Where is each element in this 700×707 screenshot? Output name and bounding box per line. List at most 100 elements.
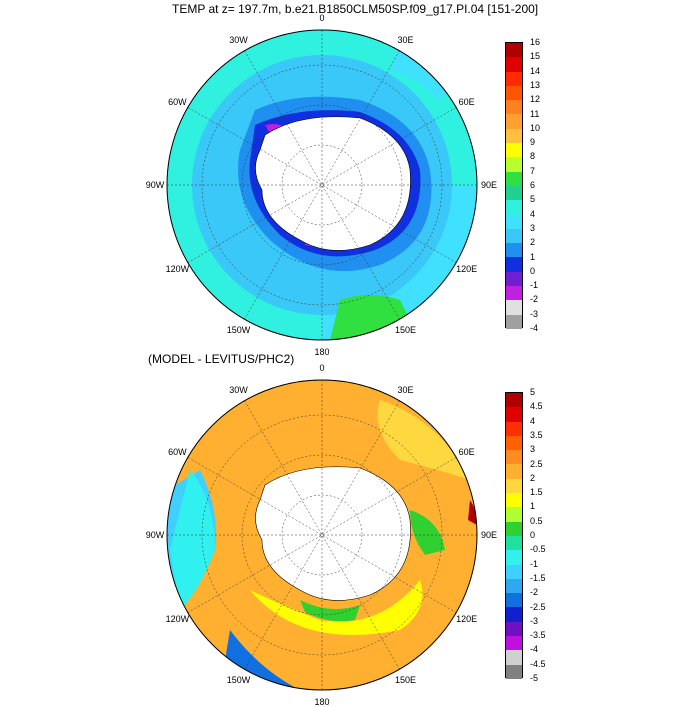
colorbar-swatch [506,521,522,536]
colorbar-swatch [506,286,522,301]
colorbar-swatch [506,300,522,315]
colorbar-swatch [506,71,522,86]
colorbar-swatch [506,607,522,622]
colorbar-tick-label: -2 [530,294,539,305]
colorbar-tick-label: 3.5 [530,429,543,440]
colorbar-tick-label: -1.5 [530,572,546,583]
colorbar-tick-label: 1 [530,251,536,262]
longitude-label: 120E [456,263,478,274]
colorbar-tick-label: -4.5 [530,658,546,669]
longitude-label: 30E [397,35,414,46]
colorbar-swatch [506,43,522,58]
colorbar-swatch [506,200,522,215]
longitude-label: 90E [480,180,498,190]
longitude-label: 180 [314,697,330,707]
map-boundary-2 [166,379,478,691]
colorbar-tick-label: 4 [530,208,536,219]
longitude-label: 150W [226,674,251,685]
longitude-label: 150W [226,324,251,335]
map-boundary [166,29,478,341]
difference-map [166,379,478,691]
colorbar-tick-label: 11 [530,108,540,119]
colorbar-tick-label: 2 [530,237,536,248]
longitude-label: 180 [314,347,330,357]
colorbar-tick-label: 3 [530,222,536,233]
colorbar-tick-label: -2 [530,587,539,598]
longitude-label: 60W [168,446,187,457]
longitude-label: 120W [165,613,190,624]
longitude-label: 90W [145,530,165,540]
colorbar-tick-label: -4 [530,323,539,333]
colorbar-swatch [506,171,522,186]
colorbar-tick-label: 13 [530,79,541,90]
colorbar-swatch [506,214,522,229]
colorbar-tick-label: -2.5 [530,601,546,612]
colorbar-swatch [506,185,522,201]
longitude-label: 0 [319,363,325,373]
colorbar-tick-label: -5 [530,673,539,683]
colorbar-tick-label: 5 [530,387,536,397]
colorbar-swatch [506,636,522,651]
colorbar-swatch [506,100,522,115]
colorbar-tick-label: -4 [530,644,539,655]
colorbar-swatch [506,650,522,665]
longitude-label: 60E [458,96,475,107]
graticule [167,30,477,340]
colorbar-tick-label: 12 [530,94,541,105]
colorbar-tick-label: 5 [530,194,536,205]
colorbar-swatch [506,271,522,287]
colorbar-swatch [506,228,522,244]
colorbar-tick-label: -1 [530,558,539,569]
colorbar-swatch [506,535,522,551]
colorbar-tick-label: 2.5 [530,458,543,469]
colorbar-tick-label: 16 [530,37,541,47]
colorbar-swatch [506,157,522,172]
colorbar-swatch [506,450,522,465]
colorbar-tick-label: 3 [530,444,536,455]
colorbar-swatch [506,114,522,129]
longitude-label: 30W [229,35,248,46]
colorbar-tick-label: 10 [530,122,541,133]
longitude-label: 120W [165,263,190,274]
colorbar-swatch [506,143,522,158]
colorbar-tick-label: -3.5 [530,630,546,641]
colorbar-tick-label: -3 [530,308,539,319]
colorbar-difference [505,392,523,679]
colorbar-tick-label: 0.5 [530,515,543,526]
longitude-label: 150E [394,324,417,335]
colorbar-swatch [506,314,522,329]
colorbar-tick-label: 0 [530,530,536,540]
colorbar-swatch [506,464,522,479]
colorbar-swatch [506,57,522,72]
colorbar-tick-label: 8 [530,151,536,162]
colorbar-swatch [506,621,522,637]
colorbar-tick-label: 14 [530,65,541,76]
colorbar-swatch [506,257,522,272]
colorbar-temperature [505,42,523,329]
longitude-label: 90W [145,180,165,190]
colorbar-tick-label: 1.5 [530,487,543,498]
temperature-field [167,30,477,340]
colorbar-tick-label: 15 [530,51,541,62]
temperature-map [166,29,478,341]
colorbar-tick-label: 2 [530,472,536,483]
colorbar-tick-label: 6 [530,180,536,190]
graticule-2 [167,380,477,690]
colorbar-swatch [506,478,522,494]
longitude-label: 90E [480,530,498,540]
colorbar-tick-label: -0.5 [530,544,546,555]
panel-1-title: TEMP at z= 197.7m, b.e21.B1850CLM50SP.f0… [172,2,539,16]
colorbar-swatch [506,493,522,508]
colorbar-tick-label: 7 [530,165,536,176]
longitude-label: 120E [456,613,478,624]
colorbar-swatch [506,128,522,144]
difference-field [167,380,477,690]
colorbar-swatch [506,407,522,422]
longitude-label: 0 [319,13,325,23]
longitude-label: 60E [458,446,475,457]
colorbar-swatch [506,393,522,408]
colorbar-tick-label: 9 [530,137,536,148]
colorbar-tick-label: 4 [530,415,536,426]
colorbar-tick-label: 4.5 [530,401,543,412]
longitude-label: 30E [397,385,414,396]
